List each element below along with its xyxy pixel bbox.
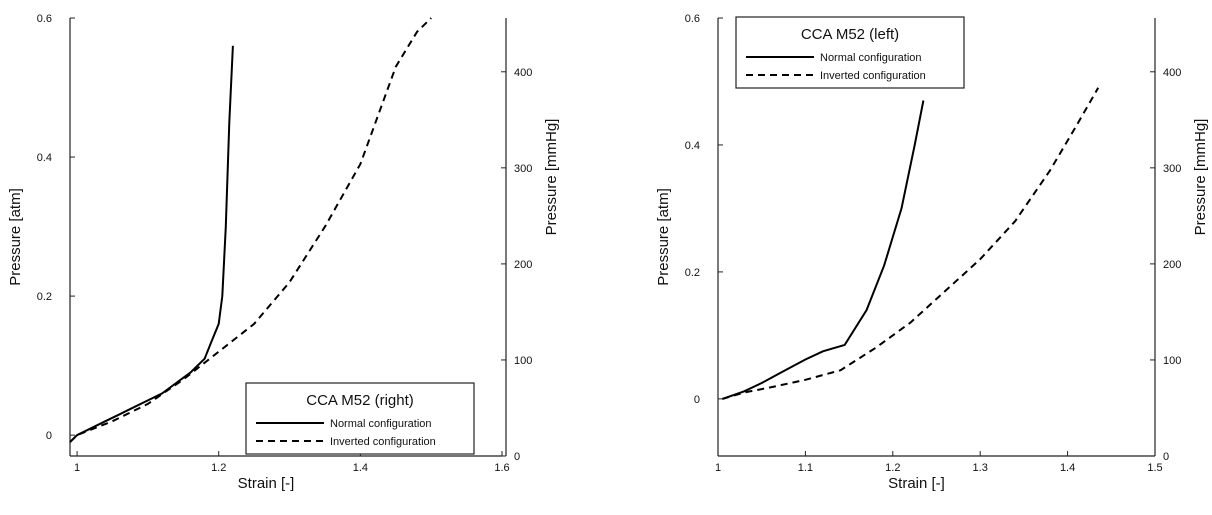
y-tick-label: 0.6	[37, 13, 52, 25]
series-line-inverted	[722, 87, 1100, 400]
y2-tick-label: 400	[1163, 67, 1181, 79]
series-line-inverted	[69, 17, 432, 443]
series-line-normal	[69, 45, 234, 443]
y2-tick-label: 300	[1163, 163, 1181, 175]
chart-cca-m52-right: 1 1.2 1.4 1.6 0 0.2 0.4 0.6 0 100 200 300 400 Strain …	[7, 13, 560, 492]
y2-tick-label: 400	[514, 67, 532, 79]
y2-tick-label: 0	[1163, 451, 1169, 463]
y-tick-label: 0.4	[685, 140, 700, 152]
x-axis-title: Strain [-]	[888, 475, 945, 492]
series-line-normal	[722, 100, 925, 400]
y-axis-title: Pressure [atm]	[655, 188, 672, 286]
y2-tick-label: 100	[514, 355, 532, 367]
chart-cca-m52-left: 1 1.1 1.2 1.3 1.4 1.500.20.40.60100200300400S…	[655, 13, 1209, 492]
legend-label: Inverted configuration	[330, 436, 436, 448]
y-tick-label: 0	[694, 394, 700, 406]
y2-tick-label: 300	[514, 163, 532, 175]
y2-tick-label: 0	[514, 451, 520, 463]
legend-title: CCA M52 (left)	[801, 26, 899, 43]
y2-axis-title: Pressure [mmHg]	[1192, 119, 1209, 236]
legend: CCA M52 (right) Normal configuration Inver…	[245, 382, 475, 455]
x-axis-title: Strain [-]	[238, 475, 295, 492]
legend-title: CCA M52 (right)	[306, 392, 414, 409]
legend-label: Inverted configuration	[820, 70, 926, 82]
y-tick-label: 0	[46, 430, 52, 442]
x-tick-label: 1.4	[1060, 462, 1075, 474]
y-tick-label: 0.4	[37, 152, 52, 164]
x-tick-label: 1	[715, 462, 721, 474]
legend-label: Normal configuration	[330, 418, 432, 430]
x-tick-label: 1.4	[353, 462, 368, 474]
y-tick-label: 0.6	[685, 13, 700, 25]
y2-tick-label: 100	[1163, 355, 1181, 367]
x-tick-label: 1.1	[798, 462, 813, 474]
legend: CCA M52 (left) Normal configuration Invert…	[735, 16, 965, 89]
y-tick-label: 0.2	[685, 267, 700, 279]
legend-label: Normal configuration	[820, 52, 922, 64]
y-tick-label: 0.2	[37, 291, 52, 303]
x-tick-label: 1.6	[494, 462, 509, 474]
x-tick-label: 1.2	[211, 462, 226, 474]
legend-box	[245, 382, 475, 455]
y2-tick-label: 200	[514, 259, 532, 271]
x-tick-label: 1.3	[973, 462, 988, 474]
x-tick-label: 1.5	[1147, 462, 1162, 474]
x-tick-label: 1	[74, 462, 80, 474]
legend-box	[735, 16, 965, 89]
y2-tick-label: 200	[1163, 259, 1181, 271]
x-tick-label: 1.2	[885, 462, 900, 474]
y2-axis-title: Pressure [mmHg]	[543, 119, 560, 236]
y-axis-title: Pressure [atm]	[7, 188, 24, 286]
